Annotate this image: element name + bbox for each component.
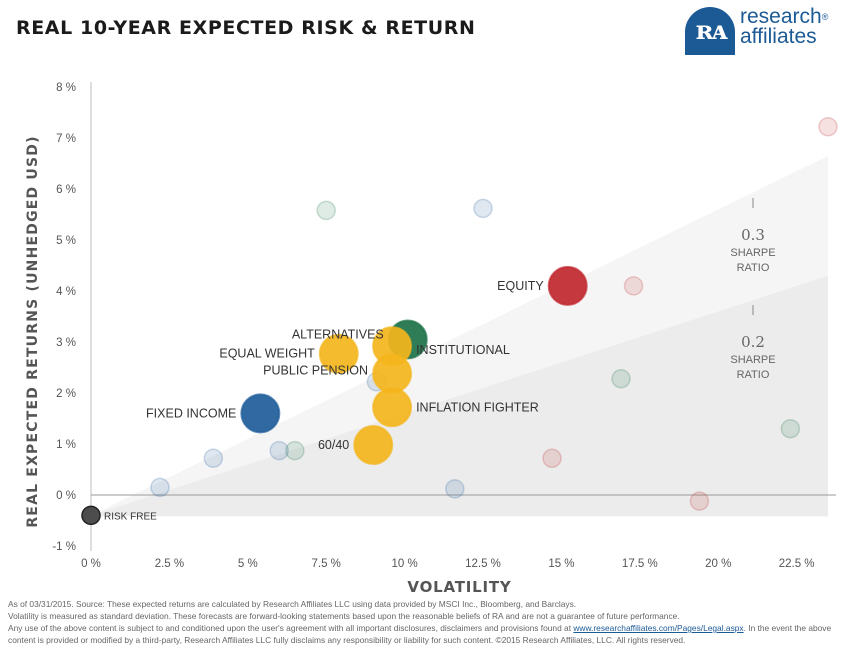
- portfolio-bubble: [547, 265, 588, 306]
- y-tick-label: 7 %: [56, 133, 76, 145]
- x-tick-label: 12.5 %: [465, 558, 501, 570]
- y-axis-title: REAL EXPECTED RETURNS (UNHEDGED USD): [25, 135, 41, 527]
- portfolio-bubble: [353, 425, 394, 466]
- legal-link[interactable]: www.researchaffiliates.com/Pages/Legal.a…: [573, 623, 744, 633]
- risk-free-point: [81, 505, 101, 526]
- x-tick-label: 2.5 %: [155, 558, 184, 570]
- asset-class-point: [818, 117, 838, 137]
- risk-return-chart: -1 % 0 % 1 % 2 % 3 % 4 % 5 % 6 % 7 % 8 % 0 % 2.5 % 5…: [25, 82, 838, 596]
- asset-class-point: [150, 477, 170, 498]
- sharpe-ratio-label: RATIO: [737, 369, 770, 381]
- portfolio-label: EQUITY: [497, 279, 544, 293]
- x-tick-label: 10 %: [392, 558, 418, 570]
- portfolio-label: ALTERNATIVES: [292, 327, 384, 341]
- x-axis-title: VOLATILITY: [407, 578, 511, 596]
- y-tick-label: 4 %: [56, 286, 76, 298]
- asset-class-point: [445, 479, 465, 499]
- sharpe-ratio-value: 0.3: [741, 226, 765, 244]
- x-tick-label: 5 %: [238, 558, 258, 570]
- portfolio-label: 60/40: [318, 438, 349, 452]
- sharpe-ratio-value: 0.2: [741, 333, 765, 351]
- asset-class-point: [689, 491, 710, 511]
- portfolio-label: FIXED INCOME: [146, 406, 236, 420]
- x-tick-label: 7.5 %: [312, 558, 341, 570]
- y-tick-label: 0 %: [56, 490, 76, 502]
- footnote-source: As of 03/31/2015. Source: These expected…: [8, 599, 577, 609]
- asset-class-point: [611, 368, 631, 389]
- sharpe-ratio-label: RATIO: [737, 262, 770, 274]
- research-affiliates-logo[interactable]: ʀᴀ research® affiliates: [685, 5, 855, 55]
- portfolio-label: INFLATION FIGHTER: [416, 400, 539, 414]
- footnote-disclaimer: Any use of the above content is subject …: [8, 623, 832, 645]
- asset-class-point: [623, 276, 644, 296]
- asset-class-point: [780, 418, 801, 439]
- asset-class-point: [203, 448, 224, 469]
- portfolio-label: EQUAL WEIGHT: [219, 347, 315, 361]
- y-tick-label: 1 %: [56, 439, 76, 451]
- chart-title: REAL 10-YEAR EXPECTED RISK & RETURN: [16, 17, 476, 39]
- portfolio-bubble: [372, 353, 413, 394]
- sharpe-ratio-label: SHARPE: [730, 354, 775, 366]
- portfolio-label: PUBLIC PENSION: [263, 364, 368, 378]
- portfolio-label: INSTITUTIONAL: [416, 343, 510, 357]
- x-tick-label: 22.5 %: [779, 558, 815, 570]
- portfolio-bubble: [318, 333, 359, 374]
- y-tick-label: 2 %: [56, 388, 76, 400]
- asset-class-point: [285, 440, 305, 461]
- x-tick-label: 0 %: [81, 558, 101, 570]
- y-tick-label: 6 %: [56, 184, 76, 196]
- asset-class-point: [316, 200, 336, 221]
- y-tick-label: -1 %: [52, 541, 76, 553]
- risk-free-label: RISK FREE: [104, 511, 157, 522]
- portfolio-bubble: [372, 387, 413, 428]
- footnote: As of 03/31/2015. Source: These expected…: [8, 598, 853, 646]
- y-tick-label: 8 %: [56, 82, 76, 94]
- x-tick-label: 15 %: [548, 558, 574, 570]
- asset-class-point: [542, 448, 562, 469]
- asset-class-point: [473, 198, 493, 219]
- sharpe-ratio-label: SHARPE: [730, 247, 775, 259]
- ra-logo-icon: ʀᴀ: [685, 7, 735, 55]
- x-tick-label: 17.5 %: [622, 558, 658, 570]
- y-tick-label: 5 %: [56, 235, 76, 247]
- sharpe-band-lower: [91, 275, 828, 517]
- y-tick-label: 3 %: [56, 337, 76, 349]
- x-tick-label: 20 %: [705, 558, 731, 570]
- asset-class-point: [269, 440, 289, 461]
- portfolio-bubble: [240, 393, 281, 434]
- logo-wordmark: research® affiliates: [740, 5, 829, 48]
- footnote-volatility: Volatility is measured as standard devia…: [8, 611, 680, 621]
